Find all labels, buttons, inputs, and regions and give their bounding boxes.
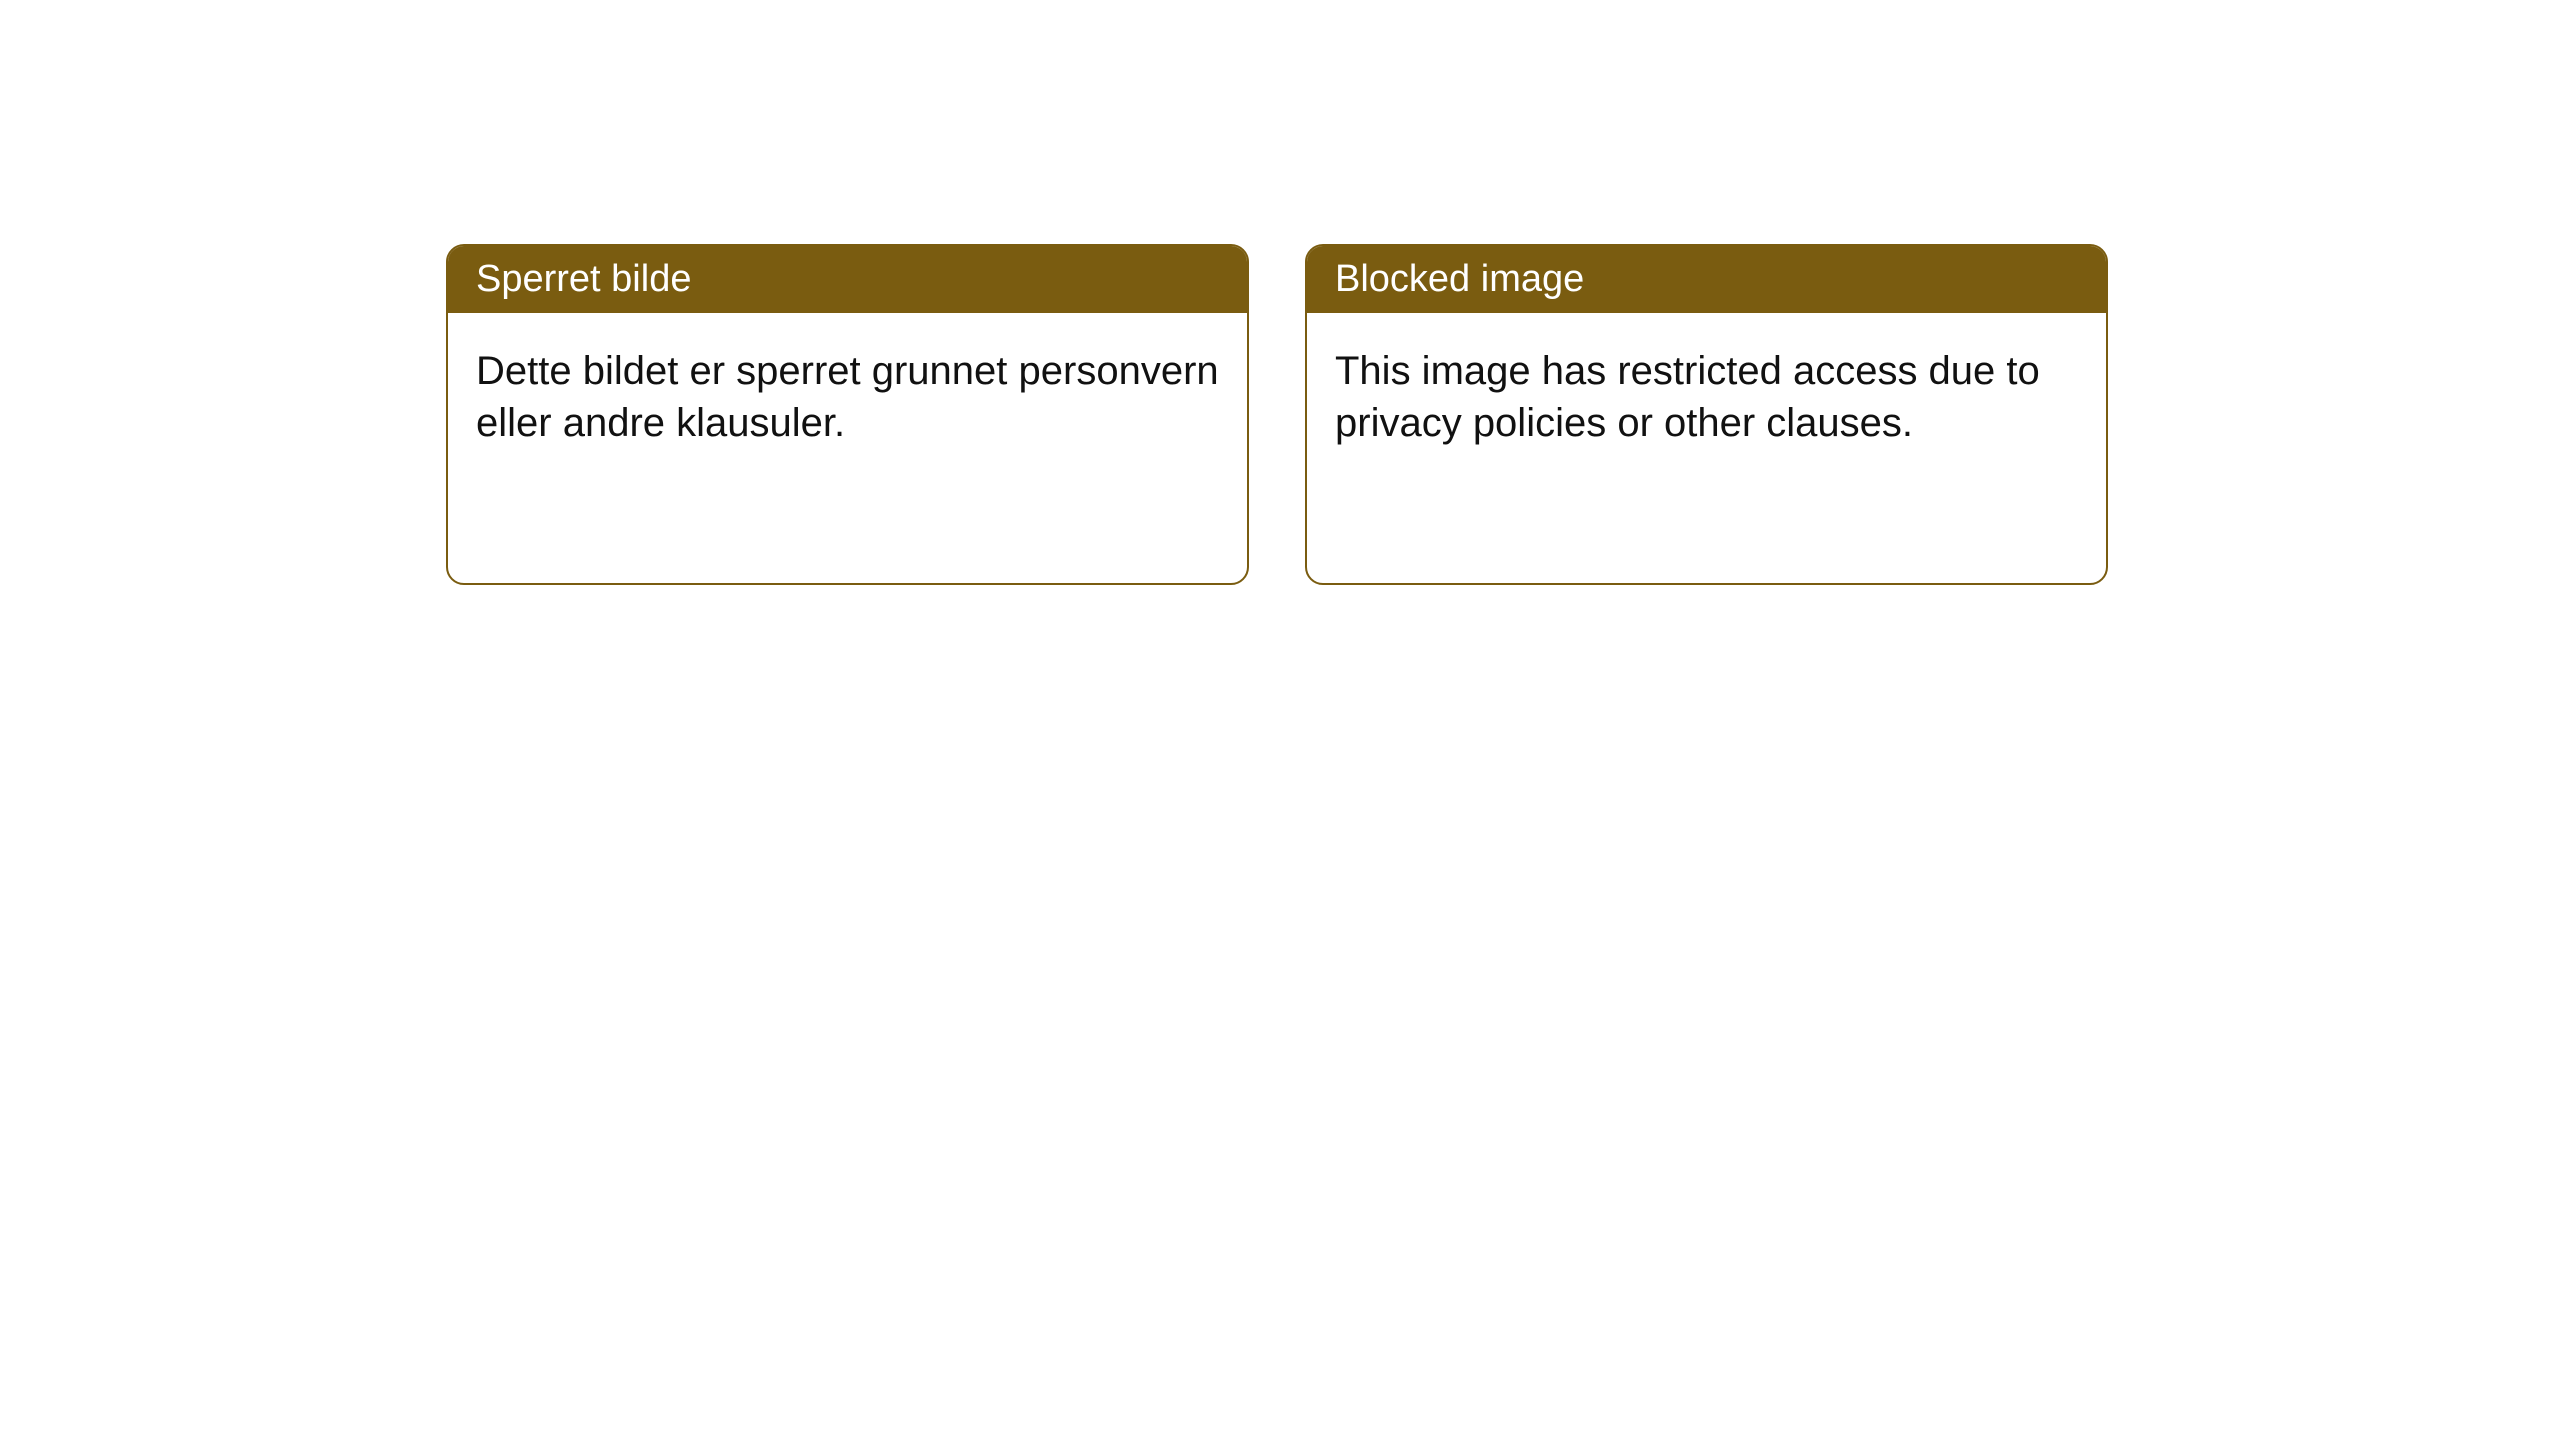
notice-body-no: Dette bildet er sperret grunnet personve… [448, 313, 1247, 583]
notice-header-no: Sperret bilde [448, 246, 1247, 313]
notice-body-en: This image has restricted access due to … [1307, 313, 2106, 583]
notice-card-no: Sperret bilde Dette bildet er sperret gr… [446, 244, 1249, 585]
notice-header-en: Blocked image [1307, 246, 2106, 313]
notice-card-en: Blocked image This image has restricted … [1305, 244, 2108, 585]
notice-container: Sperret bilde Dette bildet er sperret gr… [446, 244, 2108, 585]
